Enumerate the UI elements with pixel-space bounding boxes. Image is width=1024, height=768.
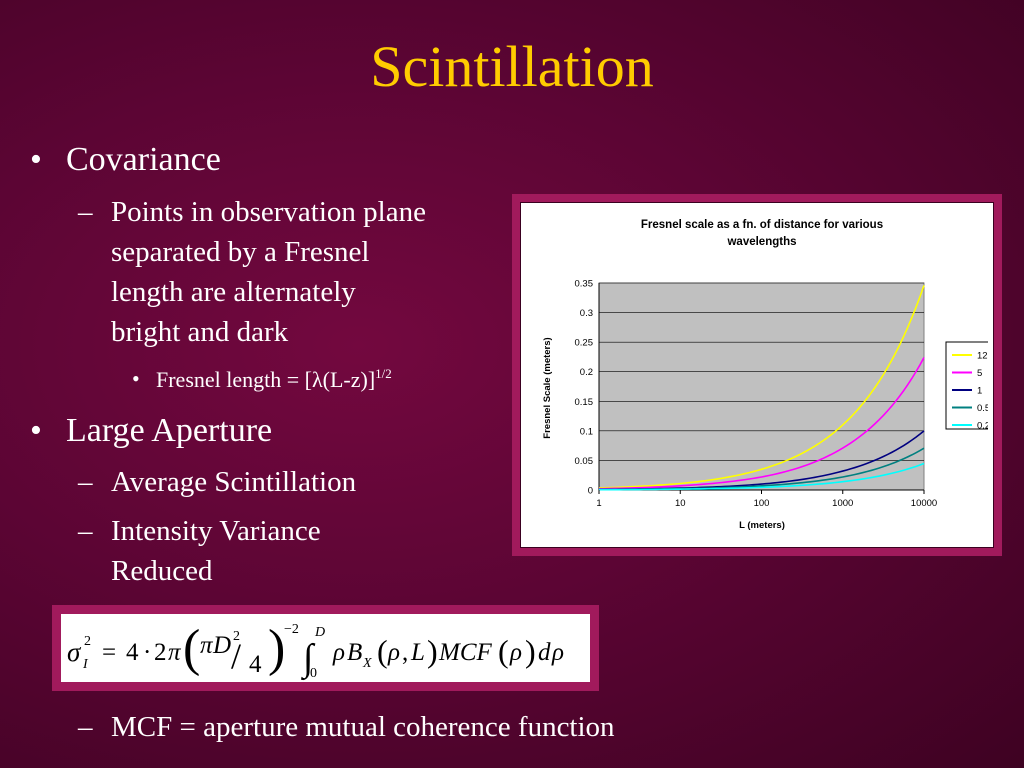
fresnel-length-formula: Fresnel length = [λ(L-z)]1/2	[156, 366, 392, 393]
eq-lparen: (	[183, 620, 200, 677]
plot-area	[598, 282, 925, 491]
y-tick-label: 0.2	[580, 367, 593, 378]
dash-marker: –	[78, 466, 93, 498]
eq-rho: ρ	[332, 639, 345, 666]
chart-title-line1: Fresnel scale as a fn. of distance for v…	[641, 219, 883, 231]
y-tick-labels: 0 0.05 0.1 0.15 0.2 0.25 0.3 0.35	[575, 279, 594, 497]
eq-two: 2	[154, 639, 167, 666]
y-tick-label: 0.05	[575, 456, 594, 467]
eq-four: 4	[126, 639, 139, 666]
y-tick-label: 0.25	[575, 338, 594, 349]
eq-pi: π	[168, 639, 182, 666]
x-tick-label: 10000	[911, 498, 937, 509]
equation-frame: σ 2 I = 4 · 2 π ( π D 2 / 4 ) −2 ∫ D 0 ρ…	[52, 605, 599, 691]
eq-pi-inner: π	[200, 632, 214, 659]
legend-label-12: 12	[977, 351, 988, 362]
bullet-marker: •	[30, 412, 42, 449]
eq-paren-open-2: (	[498, 633, 509, 669]
chart-container: Fresnel scale as a fn. of distance for v…	[520, 202, 994, 548]
eq-rho-mcf: ρ	[509, 639, 522, 666]
bullet-marker-small: •	[132, 366, 140, 391]
eq-paren-close-1: )	[427, 633, 438, 669]
eq-rho-arg: ρ	[387, 639, 400, 666]
dash-marker: –	[78, 515, 93, 547]
y-tick-label: 0	[588, 486, 593, 497]
scintillation-variance-equation: σ 2 I = 4 · 2 π ( π D 2 / 4 ) −2 ∫ D 0 ρ…	[67, 620, 564, 681]
bullet-large-aperture: Large Aperture	[66, 412, 273, 449]
y-tick-label: 0.1	[580, 426, 593, 437]
subbullet-points-line1: Points in observation plane	[111, 196, 426, 228]
y-tick-label: 0.3	[580, 308, 593, 319]
y-axis-label: Fresnel Scale (meters)	[542, 337, 553, 438]
subbullet-intensity-line2: Reduced	[111, 555, 213, 587]
eq-MCF: MCF	[438, 639, 493, 666]
eq-equals: =	[102, 639, 116, 666]
series-lines	[598, 285, 925, 491]
eq-paren-open-1: (	[377, 633, 388, 669]
x-tick-label: 100	[754, 498, 770, 509]
equation-box: σ 2 I = 4 · 2 π ( π D 2 / 4 ) −2 ∫ D 0 ρ…	[61, 614, 590, 682]
bullet-covariance: Covariance	[66, 141, 221, 178]
dash-marker: –	[78, 711, 93, 743]
dash-marker: –	[78, 196, 93, 228]
legend-label-1: 1	[977, 386, 982, 397]
eq-B-sub: X	[362, 656, 372, 671]
chart-title-line2: wavelengths	[726, 236, 796, 248]
chart-frame: Fresnel scale as a fn. of distance for v…	[512, 194, 1002, 556]
eq-D: D	[212, 632, 231, 659]
eq-sigma-sup: 2	[84, 634, 91, 649]
eq-integral: ∫	[301, 637, 316, 681]
y-tick-label: 0.35	[575, 279, 594, 290]
x-tick-labels: 1 10 100 1000 10000	[596, 490, 937, 509]
subbullet-average-scintillation: Average Scintillation	[111, 466, 357, 498]
eq-upper-limit: D	[314, 625, 325, 640]
eq-comma: ,	[402, 639, 408, 666]
legend-label-0.2: 0.2	[977, 421, 988, 432]
subbullet-points-line3: length are alternately	[111, 276, 356, 308]
x-tick-label: 10	[675, 498, 686, 509]
eq-paren-close-2: )	[525, 633, 536, 669]
fresnel-length-exponent: 1/2	[375, 366, 392, 381]
eq-sigma-sub: I	[82, 657, 89, 672]
series-line-5	[598, 357, 925, 490]
legend-label-5: 5	[977, 368, 982, 379]
chart-legend: 12 5 1 0.5 0.2	[945, 341, 988, 432]
eq-cdot: ·	[143, 639, 151, 666]
eq-rho-final: ρ	[551, 639, 564, 666]
subbullet-points-line4: bright and dark	[111, 316, 289, 348]
fresnel-length-text: Fresnel length = [λ(L-z)]	[156, 367, 376, 392]
legend-box	[945, 341, 988, 430]
subbullet-points-line2: separated by a Fresnel	[111, 236, 370, 268]
eq-d: d	[538, 639, 551, 666]
eq-sigma: σ	[67, 637, 82, 667]
subbullet-mcf: MCF = aperture mutual coherence function	[111, 711, 615, 743]
eq-L: L	[410, 639, 425, 666]
x-tick-label: 1	[596, 498, 601, 509]
subbullet-intensity-line1: Intensity Variance	[111, 515, 321, 547]
eq-rparen: )	[268, 620, 285, 677]
series-line-12	[598, 285, 925, 489]
eq-lower-limit: 0	[310, 666, 317, 681]
series-line-0.2	[598, 462, 925, 491]
eq-D-sup: 2	[233, 629, 240, 644]
eq-slash: /	[231, 636, 241, 676]
x-tick-label: 1000	[832, 498, 853, 509]
eq-outer-exponent: −2	[284, 622, 299, 637]
y-tick-label: 0.15	[575, 397, 594, 408]
bullet-marker: •	[30, 141, 42, 178]
legend-label-0.5: 0.5	[977, 403, 988, 414]
slide-title: Scintillation	[370, 34, 654, 99]
x-axis-label: L (meters)	[739, 520, 785, 531]
eq-B: B	[347, 639, 362, 666]
fresnel-chart: Fresnel scale as a fn. of distance for v…	[542, 219, 988, 531]
eq-denominator: 4	[249, 651, 262, 678]
